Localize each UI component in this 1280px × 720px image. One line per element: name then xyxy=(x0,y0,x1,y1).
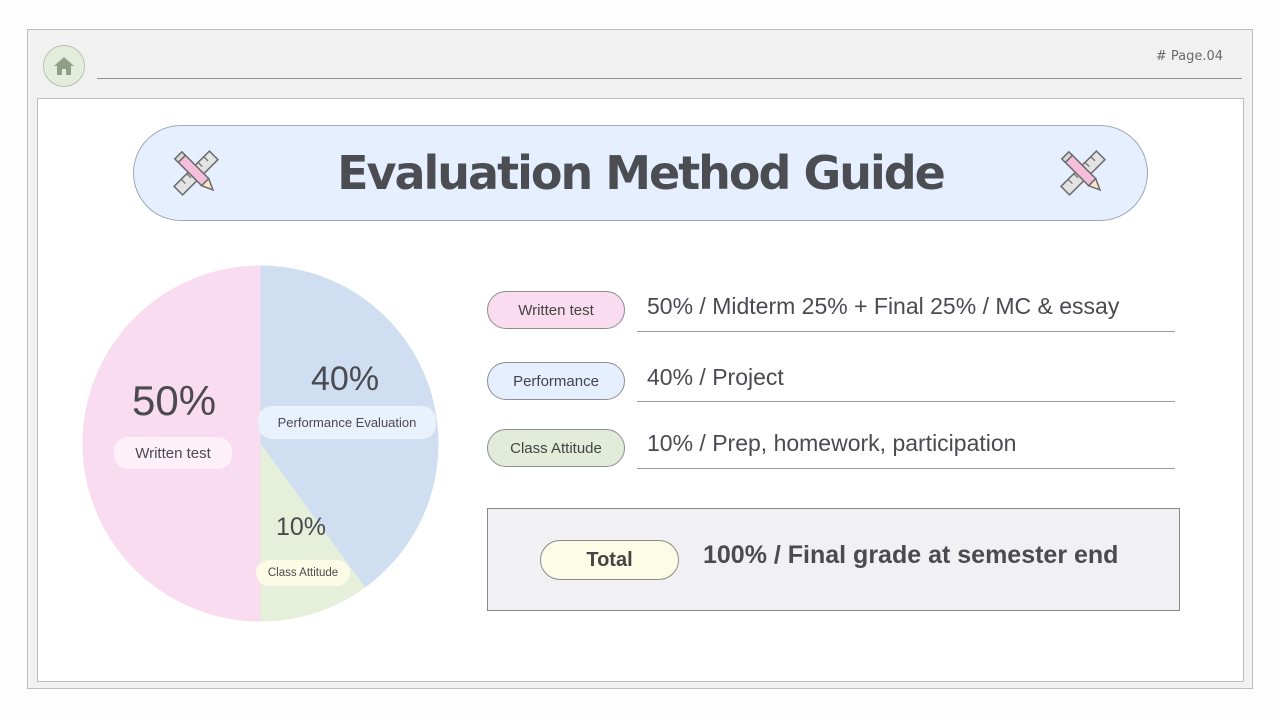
header-divider xyxy=(97,78,1242,79)
category-detail-attitude: 10% / Prep, homework, participation xyxy=(647,430,1017,456)
page-title: Evaluation Method Guide xyxy=(337,146,946,200)
slice-percent-attitude: 10% xyxy=(276,513,327,541)
slice-label-attitude: Class Attitude xyxy=(256,560,350,586)
evaluation-pie-chart: 50% Written test 40% Performance Evaluat… xyxy=(82,265,439,622)
category-detail-performance: 40% / Project xyxy=(647,364,784,390)
row-divider xyxy=(637,468,1175,469)
pencil-ruler-icon xyxy=(1060,150,1106,196)
category-pill-attitude: Class Attitude xyxy=(487,429,625,467)
slice-label-written: Written test xyxy=(114,437,232,469)
page-number: # Page.04 xyxy=(1155,49,1223,64)
home-button[interactable] xyxy=(43,45,85,87)
row-divider xyxy=(637,331,1175,332)
home-icon xyxy=(54,57,74,75)
slice-percent-performance: 40% xyxy=(311,360,380,398)
title-banner: Evaluation Method Guide xyxy=(133,125,1148,221)
total-pill: Total xyxy=(540,540,679,580)
slice-label-performance: Performance Evaluation xyxy=(258,406,436,439)
category-pill-performance: Performance xyxy=(487,362,625,400)
slice-percent-written: 50% xyxy=(132,377,217,424)
row-divider xyxy=(637,401,1175,402)
category-pill-written: Written test xyxy=(487,291,625,329)
category-detail-written: 50% / Midterm 25% + Final 25% / MC & ess… xyxy=(647,293,1120,319)
pencil-ruler-icon xyxy=(173,150,219,196)
total-detail: 100% / Final grade at semester end xyxy=(703,541,1119,569)
